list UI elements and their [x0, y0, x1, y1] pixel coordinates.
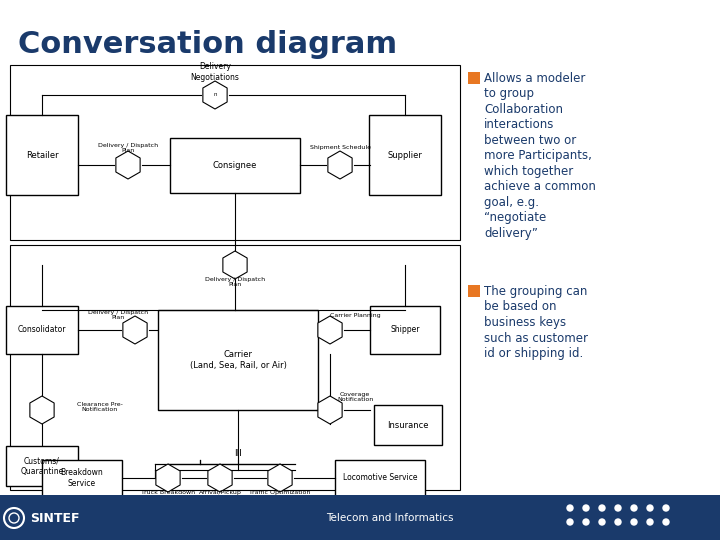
Text: Carrier Planning: Carrier Planning [330, 313, 380, 318]
Bar [170, 138, 300, 192]
Bar [468, 285, 480, 297]
Bar [158, 310, 318, 410]
Circle shape [567, 505, 573, 511]
Polygon shape [208, 464, 232, 492]
Text: n: n [213, 92, 217, 98]
Text: Delivery / Dispatch
Plan: Delivery / Dispatch Plan [88, 309, 148, 320]
Bar [6, 306, 78, 354]
Text: Truck Breakdown
Provision: Truck Breakdown Provision [141, 490, 195, 501]
Text: Consignee: Consignee [213, 160, 257, 170]
Text: Insurance: Insurance [387, 421, 428, 429]
Circle shape [631, 519, 637, 525]
Text: Breakdown
Service: Breakdown Service [60, 468, 104, 488]
Text: Consolidator: Consolidator [18, 326, 66, 334]
Text: Customs/
Quarantine: Customs/ Quarantine [20, 456, 63, 476]
Circle shape [663, 519, 669, 525]
Text: SINTEF: SINTEF [30, 511, 79, 524]
Circle shape [615, 505, 621, 511]
Text: Shipment Schedule: Shipment Schedule [310, 145, 371, 151]
Circle shape [583, 505, 589, 511]
Text: Carrier
(Land, Sea, Rail, or Air): Carrier (Land, Sea, Rail, or Air) [189, 350, 287, 370]
Circle shape [599, 519, 605, 525]
Bar [335, 460, 425, 496]
Circle shape [631, 505, 637, 511]
Text: Shipper: Shipper [390, 326, 420, 334]
Text: Conversation diagram: Conversation diagram [18, 30, 397, 59]
Polygon shape [116, 151, 140, 179]
Bar [374, 405, 442, 445]
Text: Delivery / Dispatch
Plan: Delivery / Dispatch Plan [205, 276, 265, 287]
Text: Telecom and Informatics: Telecom and Informatics [326, 513, 454, 523]
Bar [468, 72, 480, 84]
Bar [6, 446, 78, 486]
Text: Locomotive Service: Locomotive Service [343, 474, 418, 483]
Circle shape [583, 519, 589, 525]
Bar [42, 460, 122, 496]
Polygon shape [223, 251, 247, 279]
Circle shape [615, 519, 621, 525]
Bar [370, 306, 440, 354]
Bar [0, 495, 720, 540]
Circle shape [567, 519, 573, 525]
Bar [369, 115, 441, 195]
Polygon shape [318, 396, 342, 424]
Circle shape [599, 505, 605, 511]
Text: Delivery / Dispatch
Plan: Delivery / Dispatch Plan [98, 143, 158, 153]
Bar [6, 115, 78, 195]
Circle shape [663, 505, 669, 511]
Text: The grouping can
be based on
business keys
such as customer
id or shipping id.: The grouping can be based on business ke… [484, 285, 588, 360]
Text: Clearance Pre-
Notification: Clearance Pre- Notification [77, 402, 123, 413]
Text: Traffic Optimization
Guidance: Traffic Optimization Guidance [249, 490, 311, 501]
Text: Coverage
Notification: Coverage Notification [337, 392, 373, 402]
Text: Delivery
Negotiations: Delivery Negotiations [191, 62, 240, 82]
Polygon shape [268, 464, 292, 492]
Circle shape [647, 505, 653, 511]
Text: Retailer: Retailer [26, 151, 58, 159]
Polygon shape [30, 396, 54, 424]
Polygon shape [328, 151, 352, 179]
Text: III: III [234, 449, 242, 457]
Text: Allows a modeler
to group
Collaboration
interactions
between two or
more Partici: Allows a modeler to group Collaboration … [484, 72, 596, 240]
Polygon shape [156, 464, 180, 492]
Text: Arrival/Pickup
Confirmation: Arrival/Pickup Confirmation [199, 490, 241, 501]
Polygon shape [203, 81, 227, 109]
Circle shape [647, 519, 653, 525]
Polygon shape [318, 316, 342, 344]
Text: Supplier: Supplier [387, 151, 423, 159]
Polygon shape [123, 316, 147, 344]
